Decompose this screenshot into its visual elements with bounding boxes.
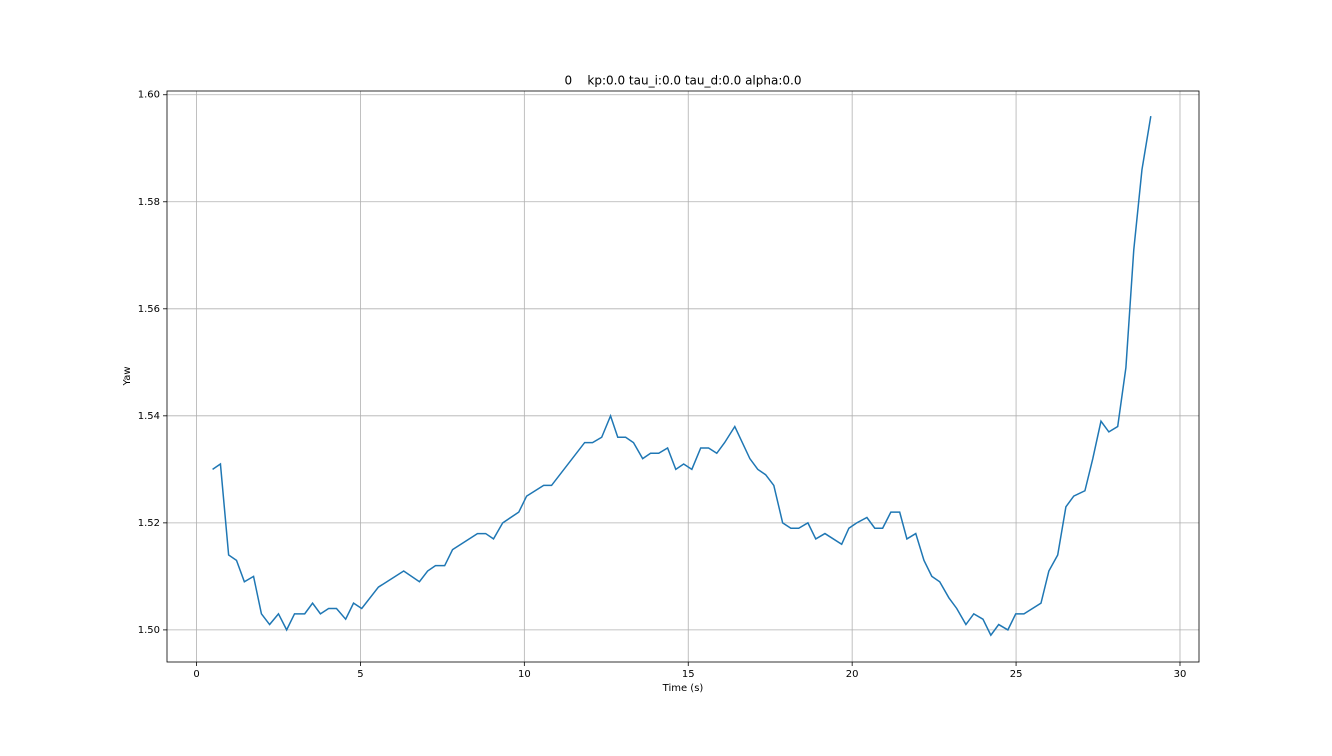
y-axis-label: Yaw <box>122 366 133 386</box>
data-line <box>212 116 1152 637</box>
x-tick-label: 15 <box>682 669 695 680</box>
y-tick-label: 1.54 <box>138 411 160 422</box>
x-tick-label: 30 <box>1174 669 1187 680</box>
y-tick-label: 1.58 <box>138 197 160 208</box>
y-tick-label: 1.50 <box>138 625 160 636</box>
x-tick-label: 5 <box>357 669 363 680</box>
x-axis-label: Time (s) <box>662 683 704 694</box>
plot-frame <box>166 90 1200 663</box>
x-tick-label: 20 <box>846 669 859 680</box>
y-tick-label: 1.60 <box>138 90 160 101</box>
x-tick-label: 0 <box>193 669 199 680</box>
chart-title: 0 kp:0.0 tau_i:0.0 tau_d:0.0 alpha:0.0 <box>565 74 802 88</box>
y-tick-label: 1.52 <box>138 518 160 529</box>
y-tick-label: 1.56 <box>138 304 160 315</box>
x-tick-label: 25 <box>1010 669 1023 680</box>
x-tick-label: 10 <box>518 669 531 680</box>
